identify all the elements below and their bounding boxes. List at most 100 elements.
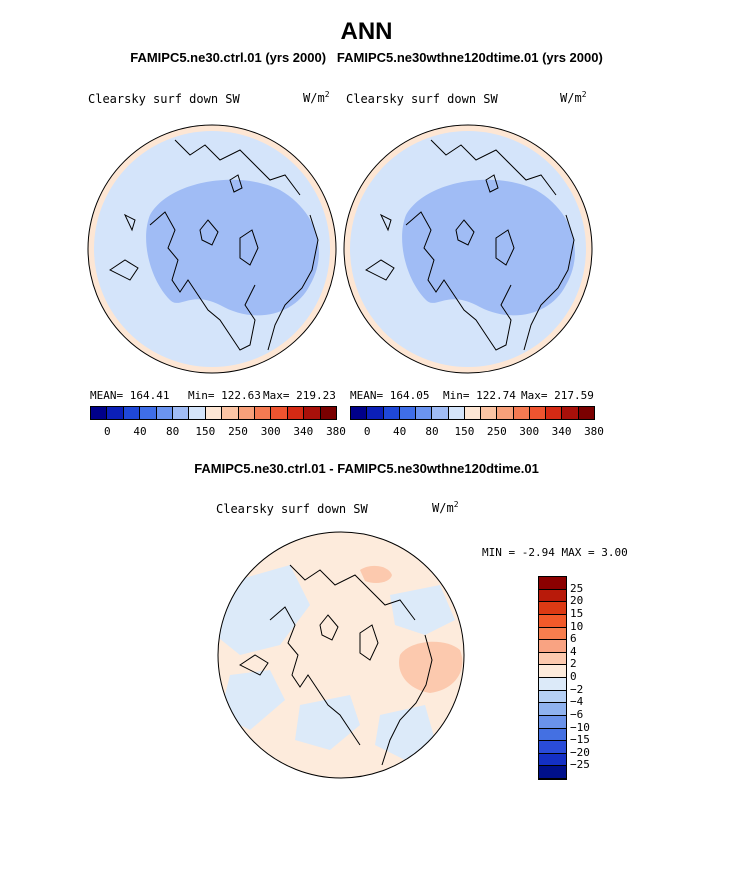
colorbar-swatch: [238, 407, 256, 419]
map-test-border: [343, 124, 593, 374]
diff-colorbar-swatch: [539, 602, 566, 615]
subtitle-left: FAMIPC5.ne30.ctrl.01 (yrs 2000): [130, 50, 327, 65]
diff-units-text: W/m: [432, 501, 454, 515]
colorbar-swatch: [383, 407, 400, 419]
colorbar-tick-label: 40: [392, 425, 407, 438]
diff-colorbar-swatch: [539, 753, 566, 767]
diff-colorbar-label: 0: [570, 670, 577, 683]
diff-colorbar-label: 20: [570, 594, 584, 608]
diff-colorbar-swatch: [539, 766, 566, 779]
diff-colorbar-swatch: [539, 589, 566, 603]
diff-map-border: [217, 531, 465, 779]
colorbar-swatch: [529, 407, 547, 419]
map-ctrl-border: [87, 124, 337, 374]
colorbar-swatch: [189, 407, 206, 419]
colorbar-tick-label: 250: [228, 425, 248, 438]
diff-colorbar-label: −4: [570, 695, 584, 709]
colorbar-swatch: [416, 407, 433, 419]
colorbar-tick-label: 0: [363, 425, 371, 438]
top-maps: [87, 124, 593, 374]
colorbar-tick-label: 40: [133, 425, 147, 438]
diff-units-sup: 2: [453, 500, 459, 509]
diff-title: FAMIPC5.ne30.ctrl.01 - FAMIPC5.ne30wthne…: [194, 461, 539, 476]
subtitle-right: FAMIPC5.ne30wthne120dtime.01 (yrs 2000): [336, 50, 603, 65]
colorbar-tick-label: 300: [260, 425, 281, 438]
diff-colorbar: [538, 576, 567, 780]
colorbar-swatch: [173, 407, 190, 419]
diff-colorbar-swatch: [539, 715, 566, 729]
diff-colorbar-swatch: [539, 652, 566, 666]
diff-colorbar-label: −6: [570, 707, 584, 721]
colorbar-swatch: [304, 407, 321, 419]
diff-min-max: MIN = -2.94 MAX = 3.00: [482, 546, 628, 559]
diff-units: W/m2: [432, 500, 459, 515]
diff-map: [217, 531, 465, 779]
diff-colorbar-label: −10: [570, 720, 590, 734]
colorbar-tick-label: 300: [519, 425, 540, 438]
colorbar-tick-label: 380: [584, 425, 604, 438]
colorbar-swatch: [399, 407, 417, 419]
diff-min-value: -2.94: [521, 546, 555, 559]
colorbar-tick-label: 380: [326, 425, 346, 438]
diff-max-label: MAX =: [561, 546, 595, 559]
panel1-units-text: W/m: [303, 91, 325, 105]
panel1-min: Min= 122.63: [188, 389, 261, 402]
diff-colorbar-swatch: [539, 627, 566, 641]
panel1-units: W/m2: [303, 90, 330, 105]
colorbar-tick-label: 150: [195, 425, 216, 438]
panel2-units: W/m2: [560, 90, 587, 105]
diff-colorbar-label: −2: [570, 682, 584, 696]
diff-min-label: MIN =: [482, 546, 516, 559]
diff-colorbar-label: 6: [570, 632, 577, 646]
diff-colorbar-swatch: [539, 703, 566, 716]
panel2-max: Max= 217.59: [521, 389, 594, 402]
diff-colorbar-label: −25: [570, 758, 590, 772]
colorbar-swatch: [562, 407, 579, 419]
diff-colorbar-swatch: [539, 665, 566, 678]
colorbar-tick-label: 80: [425, 425, 439, 438]
diff-colorbar-swatch: [539, 577, 566, 590]
colorbar-swatch: [91, 407, 108, 419]
diff-colorbar-label: 4: [570, 644, 577, 658]
panel1-max: Max= 219.23: [263, 389, 336, 402]
colorbar-test: [350, 406, 595, 420]
colorbar-swatch: [271, 407, 288, 419]
colorbar-swatch: [546, 407, 563, 419]
panel1-units-sup: 2: [324, 90, 330, 99]
colorbar-swatch: [578, 407, 594, 419]
colorbar-swatch: [287, 407, 305, 419]
diff-max-value: 3.00: [601, 546, 628, 559]
diff-colorbar-swatch: [539, 614, 566, 628]
colorbar-tick-label: 80: [166, 425, 180, 438]
colorbar-ctrl: [90, 406, 337, 420]
colorbar-swatch: [107, 407, 124, 419]
panel2-units-sup: 2: [581, 90, 587, 99]
colorbar-swatch: [497, 407, 514, 419]
diff-colorbar-label: 2: [570, 657, 577, 671]
case-titles: FAMIPC5.ne30.ctrl.01 (yrs 2000) FAMIPC5.…: [0, 50, 733, 65]
diff-colorbar-label: −15: [570, 733, 590, 747]
colorbar-swatch: [351, 407, 368, 419]
colorbar-swatch: [367, 407, 384, 419]
diff-colorbar-label: 10: [570, 619, 584, 633]
diff-colorbar-label: 15: [570, 606, 584, 620]
map-ctrl: [88, 125, 336, 373]
colorbar-tick-label: 250: [486, 425, 507, 438]
diff-colorbar-swatch: [539, 678, 566, 691]
panel2-mean: MEAN= 164.05: [350, 389, 430, 402]
panel2-units-text: W/m: [560, 91, 582, 105]
colorbar-swatch: [222, 407, 239, 419]
diff-colorbar-label: −20: [570, 745, 590, 759]
colorbar-swatch: [464, 407, 482, 419]
colorbar-tick-label: 150: [454, 425, 475, 438]
colorbar-tick-label: 0: [104, 425, 111, 438]
panel2-field-label: Clearsky surf down SW: [346, 92, 498, 106]
panel2-min: Min= 122.74: [443, 389, 516, 402]
colorbar-swatch: [156, 407, 174, 419]
colorbar-swatch: [140, 407, 157, 419]
diff-field-label: Clearsky surf down SW: [216, 502, 368, 516]
colorbar-swatch: [255, 407, 272, 419]
diff-colorbar-swatch: [539, 690, 566, 704]
diff-colorbar-swatch: [539, 741, 566, 754]
diff-colorbar-swatch: [539, 640, 566, 653]
